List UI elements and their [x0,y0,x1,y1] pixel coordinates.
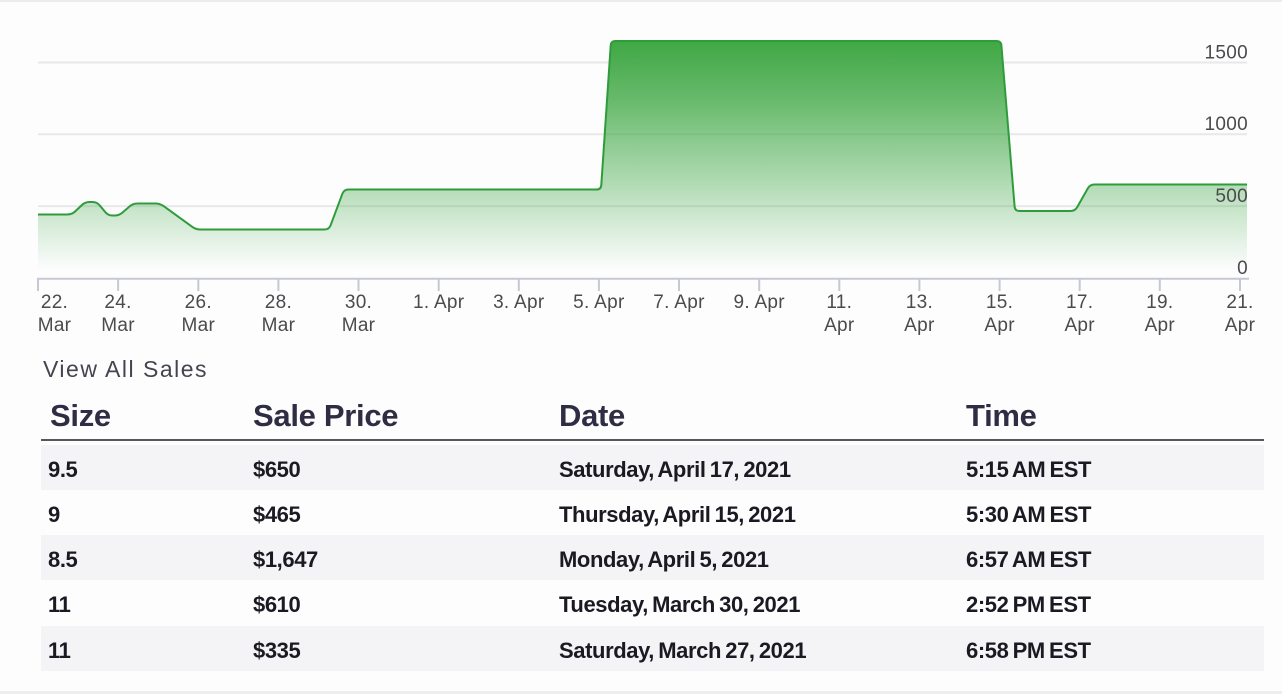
svg-text:15.: 15. [986,292,1013,313]
svg-text:Mar: Mar [262,315,296,336]
svg-text:Apr: Apr [1145,315,1176,336]
svg-text:24.: 24. [104,292,131,313]
svg-text:19.: 19. [1146,292,1173,313]
svg-text:5. Apr: 5. Apr [573,292,625,313]
svg-text:22.: 22. [41,292,68,313]
svg-text:7. Apr: 7. Apr [653,292,705,313]
svg-text:Apr: Apr [1225,315,1256,336]
svg-text:28.: 28. [265,292,292,313]
svg-text:13.: 13. [906,292,933,313]
svg-text:1000: 1000 [1205,114,1248,135]
svg-text:Mar: Mar [181,315,215,336]
svg-text:9. Apr: 9. Apr [733,292,785,313]
svg-text:Mar: Mar [342,315,376,336]
svg-text:11.: 11. [826,292,852,313]
svg-text:Apr: Apr [824,315,855,336]
svg-text:Mar: Mar [101,315,135,336]
svg-text:1. Apr: 1. Apr [413,292,465,313]
svg-text:30.: 30. [345,292,372,313]
svg-text:17.: 17. [1066,292,1093,313]
svg-text:Apr: Apr [984,315,1015,336]
svg-text:Apr: Apr [1064,315,1095,336]
svg-text:Apr: Apr [904,315,935,336]
svg-text:500: 500 [1215,186,1248,207]
svg-text:Mar: Mar [38,315,72,336]
svg-text:26.: 26. [185,292,212,313]
svg-text:0: 0 [1237,258,1248,279]
svg-text:3. Apr: 3. Apr [493,292,545,313]
svg-text:1500: 1500 [1205,43,1248,64]
svg-text:21.: 21. [1226,292,1253,313]
